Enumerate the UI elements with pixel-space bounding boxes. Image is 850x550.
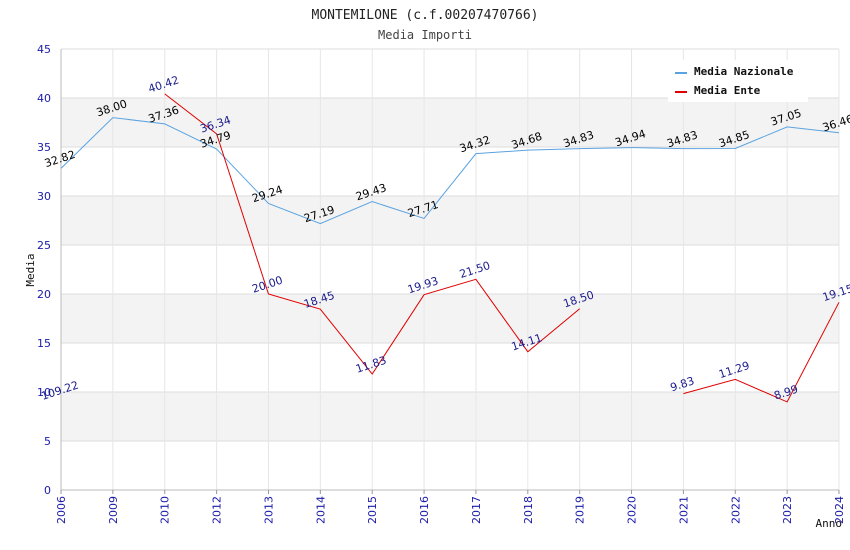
data-label-media-ente: 40.42 xyxy=(147,74,181,96)
data-label-media-ente: 20.00 xyxy=(250,274,284,296)
x-tick-label: 2020 xyxy=(626,496,639,524)
y-axis-ticks: 0 5 10 15 20 25 30 35 40 45 xyxy=(37,43,51,497)
y-tick-label: 20 xyxy=(37,288,51,301)
x-tick-label: 2024 xyxy=(833,496,846,524)
data-label-media-ente: 11.29 xyxy=(717,359,751,381)
x-tick-label: 2022 xyxy=(729,496,742,524)
x-tick-label: 2014 xyxy=(314,496,327,524)
legend-label-media-nazionale: Media Nazionale xyxy=(694,65,794,78)
x-tick-label: 2021 xyxy=(677,496,690,524)
chart-title: MONTEMILONE (c.f.00207470766) xyxy=(312,8,539,23)
x-tick-label: 2015 xyxy=(366,496,379,524)
grid-bands xyxy=(61,98,839,441)
x-tick-label: 2010 xyxy=(159,496,172,524)
x-tick-label: 2012 xyxy=(211,496,224,524)
y-tick-label: 5 xyxy=(44,435,51,448)
axes xyxy=(60,49,839,491)
grid-band xyxy=(61,392,839,441)
x-tick-label: 2019 xyxy=(574,496,587,524)
x-tick-label: 2017 xyxy=(470,496,483,524)
data-label-media-ente: 19.93 xyxy=(406,274,440,296)
y-tick-label: 40 xyxy=(37,92,51,105)
x-tick-label: 2009 xyxy=(107,496,120,524)
grid-band xyxy=(61,98,839,147)
x-axis-label: Anno xyxy=(816,517,843,530)
grid-band xyxy=(61,294,839,343)
series-line-media-ente xyxy=(683,302,840,403)
chart-subtitle: Media Importi xyxy=(378,28,472,42)
grid-band xyxy=(61,196,839,245)
y-tick-label: 15 xyxy=(37,337,51,350)
x-tick-label: 2016 xyxy=(418,496,431,524)
data-label-media-ente: 21.50 xyxy=(458,259,492,281)
legend: Media Nazionale Media Ente xyxy=(668,60,808,102)
y-tick-label: 0 xyxy=(44,484,51,497)
y-axis-label: Media xyxy=(24,253,37,286)
x-tick-label: 2013 xyxy=(262,496,275,524)
y-tick-label: 45 xyxy=(37,43,51,56)
y-tick-label: 25 xyxy=(37,239,51,252)
legend-box xyxy=(668,60,808,102)
series-lines xyxy=(61,93,840,403)
x-axis-ticks: 2006 2009 2010 2012 2013 2014 2015 2016 2017 2018… xyxy=(55,490,846,524)
y-tick-label: 35 xyxy=(37,141,51,154)
x-tick-label: 2023 xyxy=(781,496,794,524)
y-tick-label: 30 xyxy=(37,190,51,203)
x-tick-label: 2018 xyxy=(522,496,535,524)
y-tick-label: 10 xyxy=(37,386,51,399)
series-line-media-nazionale xyxy=(61,117,840,225)
legend-label-media-ente: Media Ente xyxy=(694,84,761,97)
x-tick-label: 2006 xyxy=(55,496,68,524)
series-line-media-ente xyxy=(164,93,580,375)
